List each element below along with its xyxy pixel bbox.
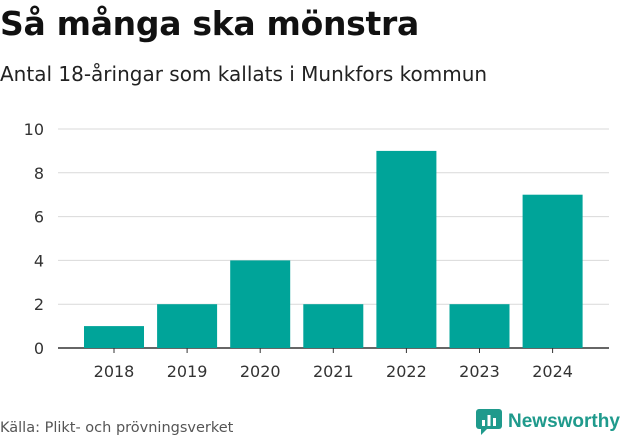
x-tick-label: 2019 [167,362,208,381]
chart-title: Så många ska mönstra [0,4,419,43]
bar-chart: 0 2 4 6 8 10 2018 2019 2020 2021 2022 2023 2024 [24,120,609,381]
bar-2021 [303,304,364,348]
x-tick-label: 2023 [459,362,500,381]
x-tick-label: 2021 [313,362,354,381]
x-tick-label: 2024 [532,362,573,381]
bar-2022 [376,150,437,348]
y-tick-label: 6 [34,208,44,227]
x-tick-label: 2018 [94,362,135,381]
bars [84,150,583,348]
bar-2023 [449,304,510,348]
y-tick-label: 10 [24,120,44,139]
bar-2018 [84,326,144,348]
y-tick-label: 2 [34,295,44,314]
x-tick-label: 2020 [240,362,281,381]
x-axis-labels: 2018 2019 2020 2021 2022 2023 2024 [94,348,573,381]
chart-subtitle: Antal 18-åringar som kallats i Munkfors … [0,62,488,86]
y-tick-label: 8 [34,164,44,183]
x-tick-label: 2022 [386,362,427,381]
brand-name: Newsworthy [508,411,620,432]
y-tick-label: 0 [34,339,44,358]
y-tick-label: 4 [34,251,44,270]
source-note: Källa: Plikt- och prövningsverket [0,420,234,436]
newsworthy-logo-icon [476,409,502,435]
y-axis-labels: 0 2 4 6 8 10 [24,120,44,358]
bar-2019 [157,304,218,348]
bar-2020 [230,260,291,348]
bar-2024 [522,194,583,348]
brand-logo: Newsworthy [476,409,620,435]
